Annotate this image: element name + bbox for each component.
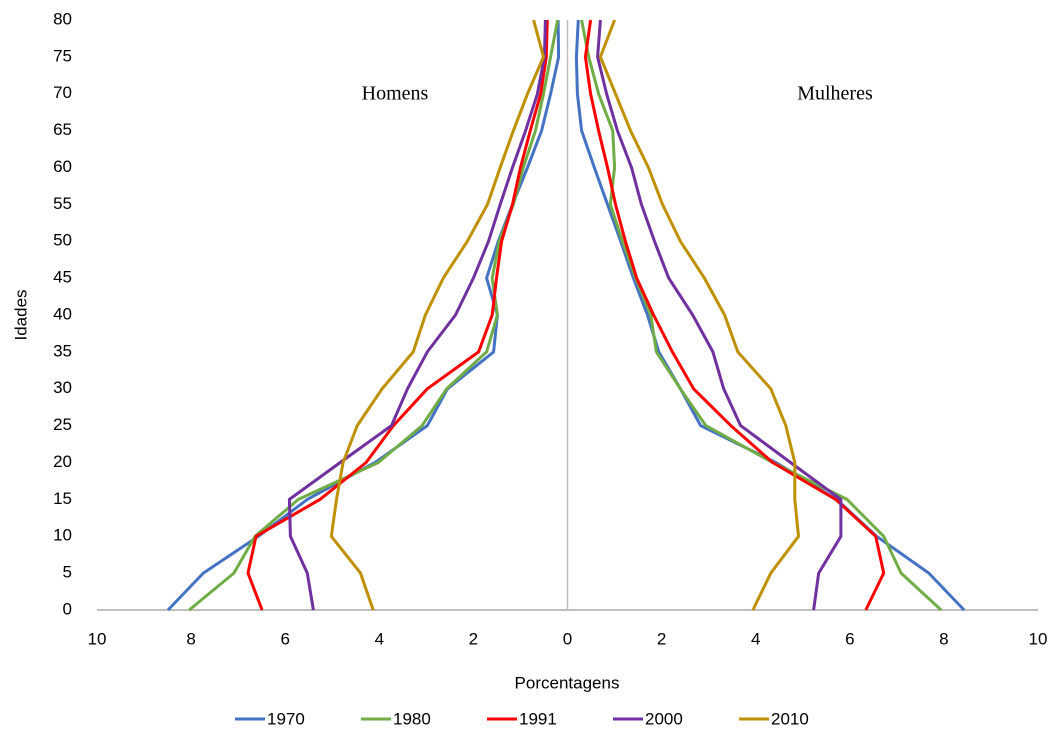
x-tick-label: 8 [939, 629, 948, 648]
y-tick-label: 10 [53, 526, 72, 545]
x-tick-label: 4 [751, 629, 760, 648]
legend-label: 2000 [645, 709, 683, 728]
x-tick-label: 2 [657, 629, 666, 648]
y-axis-title: Idades [11, 289, 30, 340]
y-tick-label: 35 [53, 341, 72, 360]
series-line [580, 19, 943, 612]
series-line [166, 19, 561, 612]
x-axis-title: Porcentagens [515, 673, 620, 692]
legend-label: 1980 [393, 709, 431, 728]
x-tick-label: 6 [280, 629, 289, 648]
y-tick-label: 0 [63, 599, 72, 618]
x-tick-label: 0 [563, 629, 572, 648]
y-tick-label: 15 [53, 489, 72, 508]
series-line [574, 19, 966, 612]
y-tick-label: 55 [53, 194, 72, 213]
y-tick-label: 25 [53, 415, 72, 434]
y-tick-label: 30 [53, 378, 72, 397]
y-tick-label: 60 [53, 157, 72, 176]
y-tick-label: 5 [63, 563, 72, 582]
y-tick-label: 65 [53, 120, 72, 139]
legend-label: 2010 [771, 709, 809, 728]
series-line [596, 19, 843, 611]
series-line [246, 19, 549, 611]
annotation: Mulheres [797, 83, 873, 105]
y-tick-label: 70 [53, 83, 72, 102]
x-tick-label: 6 [845, 629, 854, 648]
x-tick-label: 4 [375, 629, 384, 648]
x-tick-label: 10 [1029, 629, 1048, 648]
y-tick-label: 80 [53, 9, 72, 28]
series-line [598, 19, 800, 611]
series-line [583, 19, 886, 611]
y-tick-label: 50 [53, 231, 72, 250]
x-tick-label: 2 [469, 629, 478, 648]
legend-label: 1970 [267, 709, 305, 728]
x-tick-label: 8 [186, 629, 195, 648]
y-tick-label: 40 [53, 304, 72, 323]
series-line [188, 19, 560, 612]
series-line [329, 19, 545, 611]
y-tick-label: 75 [53, 46, 72, 65]
annotation: Homens [362, 83, 429, 105]
y-tick-label: 45 [53, 268, 72, 287]
y-tick-label: 20 [53, 452, 72, 471]
x-tick-label: 10 [88, 629, 107, 648]
series-line [287, 19, 547, 611]
legend-label: 1991 [519, 709, 557, 728]
